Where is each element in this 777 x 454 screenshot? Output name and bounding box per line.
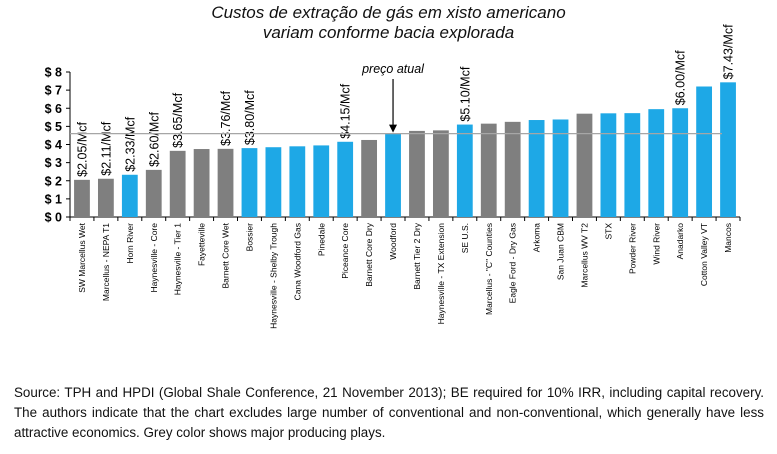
category-label: Barnett Core Wet bbox=[221, 222, 231, 288]
category-label: SW Marcellus Wet bbox=[77, 222, 87, 292]
category-label: Powder River bbox=[627, 223, 637, 274]
bar bbox=[504, 121, 521, 217]
data-label: $3.65/Mcf bbox=[171, 92, 185, 147]
category-label: Anadarko bbox=[675, 223, 685, 260]
category-label: SE U.S. bbox=[460, 223, 470, 253]
category-label: Barnett Tier 2 Dry bbox=[412, 222, 422, 289]
source-note: Source: TPH and HPDI (Global Shale Confe… bbox=[14, 385, 764, 440]
data-label: $3.80/Mcf bbox=[243, 90, 257, 145]
data-label: $2.33/Mcf bbox=[123, 116, 137, 171]
bar bbox=[480, 123, 497, 217]
y-tick-label: $ 0 bbox=[45, 211, 62, 225]
data-label: $3.76/Mcf bbox=[219, 90, 233, 145]
y-tick-label: $ 3 bbox=[45, 156, 62, 170]
chart-title-line-1: Custos de extração de gás em xisto ameri… bbox=[211, 3, 566, 22]
category-label: Eagle Ford - Dry Gas bbox=[508, 223, 518, 303]
data-label: $5.10/Mcf bbox=[458, 66, 472, 121]
category-label: Cotton Valley VT bbox=[699, 223, 709, 286]
category-label: Horn River bbox=[125, 223, 135, 264]
category-label: Haynesville - Core bbox=[149, 223, 159, 293]
bar bbox=[432, 130, 449, 217]
bar bbox=[313, 145, 330, 217]
y-tick-label: $ 7 bbox=[45, 84, 62, 98]
category-label: Marcellus WV T2 bbox=[579, 223, 589, 288]
bar bbox=[121, 174, 138, 217]
bar bbox=[385, 133, 401, 217]
bar bbox=[145, 169, 162, 217]
bar bbox=[289, 146, 306, 217]
bar bbox=[648, 109, 665, 217]
category-label: Barnett Core Dry bbox=[364, 222, 374, 287]
bar bbox=[265, 147, 282, 217]
y-tick-label: $ 1 bbox=[45, 192, 62, 206]
bar bbox=[169, 150, 186, 217]
y-tick-label: $ 6 bbox=[45, 102, 62, 116]
bar bbox=[696, 86, 713, 217]
chart-title-line-2: variam conforme bacia explorada bbox=[262, 23, 515, 42]
data-label: $2.05/Mcf bbox=[75, 121, 89, 176]
category-label: Cana Woodford Gas bbox=[292, 223, 302, 300]
bar bbox=[241, 148, 258, 217]
data-label: $2.11/Mcf bbox=[99, 121, 113, 175]
bar bbox=[456, 124, 473, 217]
bar bbox=[217, 148, 234, 217]
category-label: Mancos bbox=[723, 223, 733, 253]
category-label: Piceance Core bbox=[340, 223, 350, 279]
category-label: Arkoma bbox=[532, 223, 542, 253]
category-label: Wind River bbox=[651, 223, 661, 265]
category-label: San Juan CBM bbox=[556, 223, 566, 280]
bar bbox=[337, 141, 354, 217]
y-tick-label: $ 4 bbox=[45, 138, 62, 152]
data-label: $7.43/Mcf bbox=[722, 24, 736, 79]
category-label: Fayetteville bbox=[197, 223, 207, 266]
category-label: Haynesville - Tier 1 bbox=[173, 223, 183, 296]
category-label: Marcellus - "C" Counties bbox=[484, 223, 494, 315]
category-label: Haynesville - TX Extension bbox=[436, 223, 446, 325]
data-label: $4.15/Mcf bbox=[339, 83, 353, 138]
y-tick-label: $ 8 bbox=[45, 66, 62, 80]
y-tick-label: $ 2 bbox=[45, 174, 62, 188]
bar bbox=[624, 113, 641, 217]
current-price-label: preço atual bbox=[361, 62, 425, 76]
bar bbox=[720, 82, 736, 217]
bar bbox=[600, 113, 617, 217]
category-label: Marcellus - NEPA T1 bbox=[101, 223, 111, 301]
bar bbox=[97, 178, 114, 217]
bar bbox=[361, 139, 378, 217]
bar bbox=[74, 179, 90, 217]
category-label: Bossier bbox=[244, 223, 254, 252]
y-tick-label: $ 5 bbox=[45, 120, 62, 134]
data-label: $6.00/Mcf bbox=[674, 50, 688, 105]
bar bbox=[552, 119, 569, 217]
bar bbox=[409, 130, 425, 217]
bar-chart: $ 0 $ 1 $ 2 $ 3 $ 4 $ 5 $ 6 $ 7 $ 8 SW Marcellus … bbox=[45, 24, 741, 329]
category-label: STX bbox=[603, 223, 613, 240]
category-label: Pinedale bbox=[316, 223, 326, 256]
category-label: Haynesville - Shelby Trough bbox=[268, 223, 278, 329]
bar bbox=[672, 108, 689, 217]
bar bbox=[528, 120, 545, 217]
data-label: $2.60/Mcf bbox=[147, 111, 161, 166]
current-price-arrow-head bbox=[389, 124, 398, 133]
bar bbox=[193, 149, 210, 217]
category-label: Woodford bbox=[388, 223, 398, 260]
bar bbox=[576, 113, 593, 217]
